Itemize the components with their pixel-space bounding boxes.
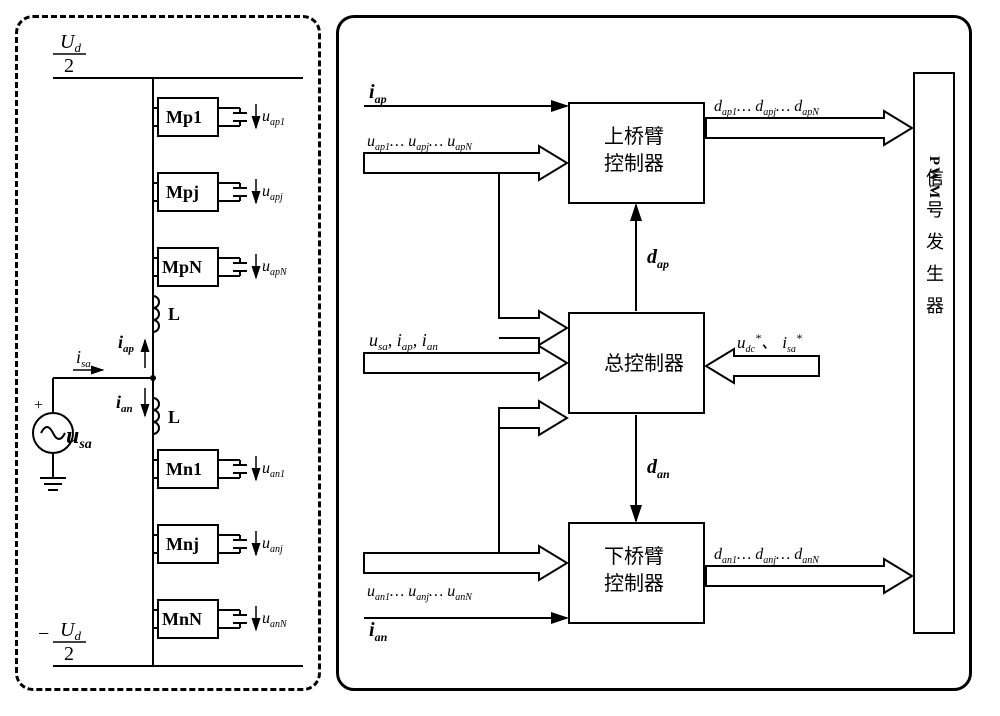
ref-text: udc*、 isa*: [737, 331, 802, 355]
svg-text:L: L: [168, 407, 180, 427]
svg-text:Ud: Ud: [60, 31, 81, 55]
svg-text:−: −: [38, 623, 49, 645]
circuit-panel: Ud 2 − Ud 2 Mp1: [15, 15, 321, 691]
inductor-upper: L: [153, 296, 180, 332]
iap-text: iap: [369, 81, 387, 106]
inductor-lower: L: [153, 398, 180, 434]
svg-text:uanN: uanN: [262, 610, 288, 630]
svg-text:ian: ian: [116, 392, 133, 415]
iap-label: iap: [118, 332, 145, 368]
svg-text:uapj: uapj: [262, 183, 283, 203]
svg-text:2: 2: [64, 643, 74, 665]
svg-text:uapN: uapN: [262, 258, 288, 278]
main-controller-l1: 总控制器: [604, 352, 684, 375]
mid-text: usa, iap, ian: [369, 330, 438, 353]
svg-text:uanj: uanj: [262, 535, 283, 555]
isa-label: isa: [73, 347, 103, 370]
module-mpn: MpN uapN: [153, 248, 288, 286]
ac-source: + usa: [33, 378, 153, 490]
upper-controller-l2: 控制器: [604, 152, 664, 175]
dan-out-text: dan1… danj… danN: [714, 546, 820, 566]
svg-text:usa: usa: [66, 423, 92, 452]
ian-label: ian: [116, 388, 145, 416]
lower-controller-l2: 控制器: [604, 572, 664, 595]
uap-to-main: [499, 173, 567, 345]
svg-text:2: 2: [64, 55, 74, 77]
control-svg: 上桥臂 控制器 总控制器 下桥臂 控制器 PWM 信号发生器 iap uap1…: [339, 18, 969, 688]
svg-text:MpN: MpN: [162, 257, 202, 277]
svg-text:Mpj: Mpj: [166, 182, 199, 202]
uan-block-arrow: [364, 546, 567, 580]
mid-block-arrow: [364, 346, 567, 380]
module-mpj: Mpj uapj: [153, 173, 283, 211]
svg-text:Mn1: Mn1: [166, 459, 202, 479]
module-mp1: Mp1 uap1: [153, 98, 285, 136]
ref-block-arrow: [706, 349, 819, 383]
svg-text:+: +: [34, 397, 43, 414]
lower-controller-l1: 下桥臂: [604, 545, 664, 568]
circuit-svg: Ud 2 − Ud 2 Mp1: [18, 18, 318, 688]
module-mnj: Mnj uanj: [153, 525, 283, 563]
module-mnn: MnN uanN: [153, 600, 288, 638]
svg-text:Ud: Ud: [60, 619, 81, 643]
upper-controller-l1: 上桥臂: [604, 125, 664, 148]
pwm-label: 信号发生器: [924, 168, 944, 328]
dc-top-label: Ud 2: [53, 31, 86, 77]
svg-text:isa: isa: [76, 347, 91, 370]
ian-text: ian: [369, 619, 388, 644]
svg-text:uap1: uap1: [262, 108, 285, 128]
dap-out-text: dap1… dapj… dapN: [714, 98, 820, 118]
svg-text:MnN: MnN: [162, 609, 202, 629]
dan-text: dan: [647, 456, 670, 481]
svg-text:iap: iap: [118, 332, 135, 355]
uan-to-main: [499, 401, 567, 563]
module-mn1: Mn1 uan1: [153, 450, 285, 488]
control-panel: 上桥臂 控制器 总控制器 下桥臂 控制器 PWM 信号发生器 iap uap1…: [336, 15, 972, 691]
svg-text:uan1: uan1: [262, 460, 285, 480]
svg-text:Mnj: Mnj: [166, 534, 199, 554]
dc-bot-label: − Ud 2: [38, 619, 86, 665]
svg-text:Mp1: Mp1: [166, 107, 202, 127]
uan-text: uan1… uanj… uanN: [367, 583, 473, 603]
svg-text:L: L: [168, 304, 180, 324]
uap-text: uap1… uapj… uapN: [367, 133, 473, 153]
dap-text: dap: [647, 246, 669, 271]
